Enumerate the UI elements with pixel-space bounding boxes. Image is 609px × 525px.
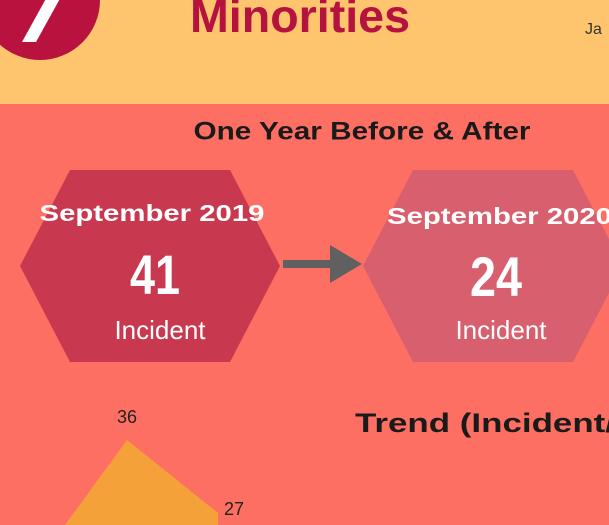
header-title: Minorities [190,0,410,42]
before-unit: Incident [114,315,206,345]
hexagon-before [20,170,280,362]
before-value: 41 [130,243,180,306]
before-label: September 2019 [40,200,265,226]
trend-value-label: 27 [224,499,244,519]
header-date: Ja [585,21,602,38]
badge-glyph [22,0,60,42]
trend-title: Trend (Incident/ [355,408,609,438]
trend-value-label: 36 [117,407,137,427]
badge [0,0,100,60]
comparison-title: One Year Before & After [194,118,531,146]
after-value: 24 [470,245,522,308]
after-label: September 2020 [387,203,609,229]
after-unit: Incident [455,315,547,345]
trend-area [65,440,218,525]
arrow-head [330,245,362,283]
header-band [0,0,609,104]
hexagon-after [363,170,609,362]
